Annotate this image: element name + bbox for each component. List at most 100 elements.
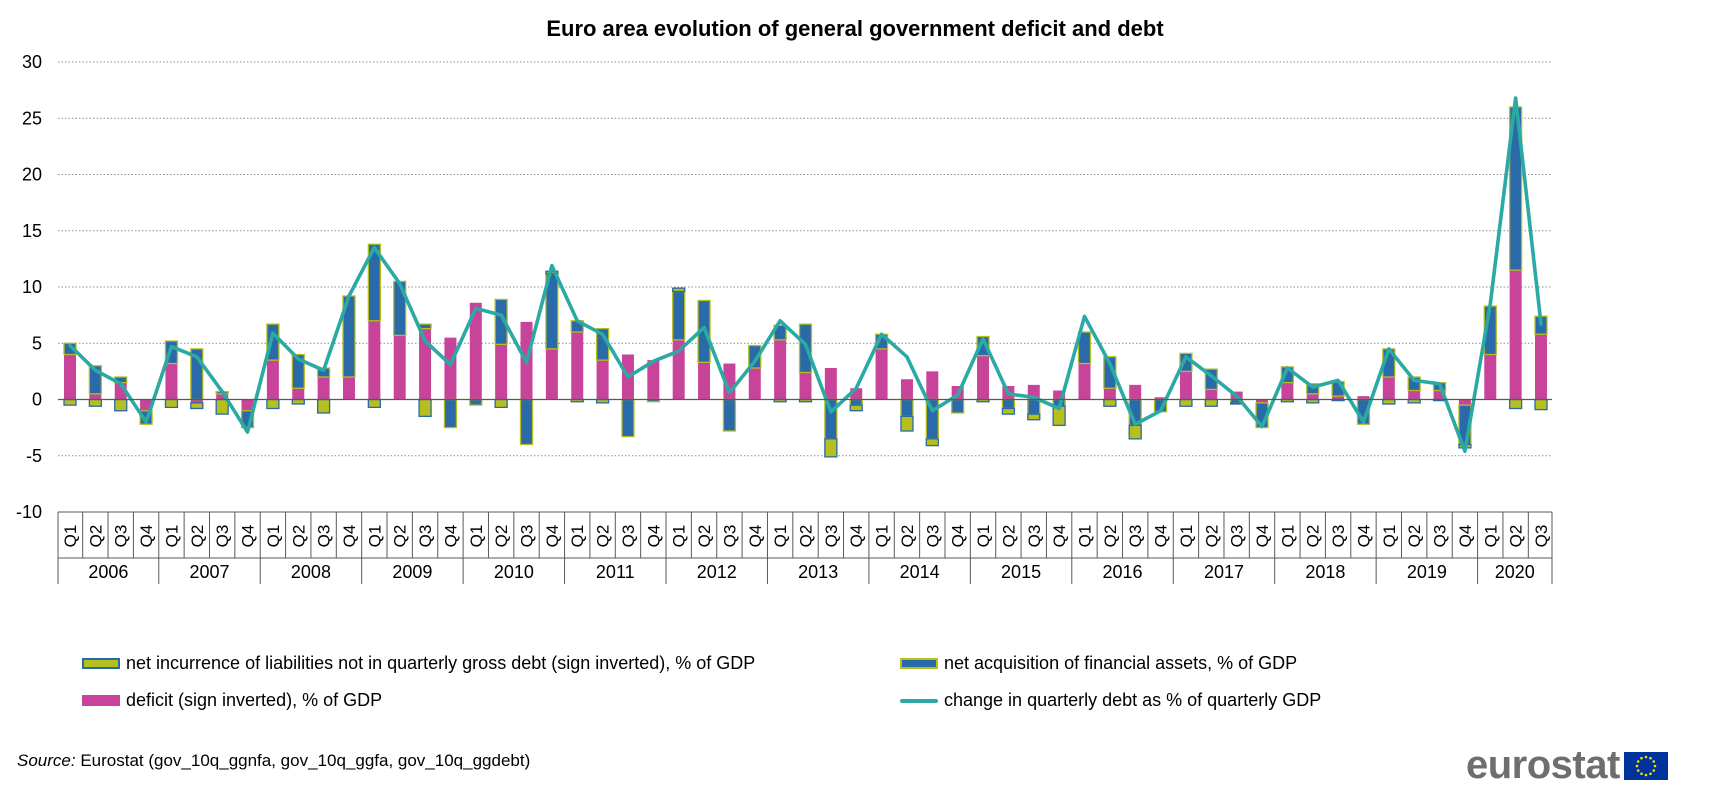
y-tick-label: 10 [22,277,42,297]
bar-deficit [64,354,76,400]
bar-liabilities [190,402,204,410]
bar-assets [951,398,965,414]
bar-deficit [1053,390,1066,400]
quarter-tick-label: Q1 [1278,525,1297,548]
flag-star [1652,768,1655,772]
bar-deficit [647,360,660,400]
bar-deficit [850,388,863,400]
bar-deficit [1129,384,1142,400]
bar-liabilities [900,415,914,432]
quarter-tick-label: Q2 [1507,525,1526,548]
year-label: 2012 [697,562,737,582]
debt-change-line [68,96,1543,454]
legend-label-debt-line: change in quarterly debt as % of quarter… [944,690,1322,710]
bar-assets [1103,356,1117,389]
bar-deficit [1408,390,1421,400]
quarter-tick-label: Q1 [365,525,384,548]
bar-liabilities [1204,398,1218,407]
bar-liabilities [418,398,432,418]
quarter-tick-label: Q2 [797,525,816,548]
quarter-tick-label: Q3 [1431,525,1450,548]
bar-liabilities [291,398,305,405]
year-label: 2013 [798,562,838,582]
bar-deficit [393,335,406,400]
quarter-tick-label: Q1 [264,525,283,548]
bar-deficit [698,362,711,400]
bar-liabilities [367,398,381,409]
quarter-tick-label: Q2 [594,525,613,548]
bar-deficit [824,368,837,400]
quarter-tick-label: Q3 [315,525,334,548]
year-label: 2008 [291,562,331,582]
quarter-tick-label: Q2 [898,525,917,548]
year-label: 2016 [1103,562,1143,582]
quarter-tick-label: Q1 [467,525,486,548]
bar-liabilities [1128,424,1142,440]
bar-assets [291,353,305,389]
bar-deficit [1484,354,1497,400]
quarter-tick-label: Q4 [137,525,156,548]
quarter-tick-label: Q4 [1253,525,1272,548]
legend-swatch-liabilities [82,658,120,669]
eu-flag-icon [1623,751,1668,780]
bar-deficit [368,320,381,400]
quarter-tick-label: Q2 [1202,525,1221,548]
quarter-tick-label: Q4 [239,525,258,548]
bar-assets [621,398,635,438]
quarter-tick-label: Q4 [340,525,359,548]
bar-deficit [1179,371,1192,400]
quarter-tick-label: Q1 [873,525,892,548]
bar-liabilities [215,398,229,415]
bar-liabilities [266,398,280,410]
bar-deficit [1078,363,1091,400]
quarter-tick-label: Q1 [771,525,790,548]
quarter-tick-label: Q3 [619,525,638,548]
debt-line-layer [68,96,1543,454]
flag-star [1653,764,1657,767]
year-label: 2020 [1495,562,1535,582]
quarter-tick-label: Q2 [86,525,105,548]
y-tick-label: -5 [26,446,42,466]
year-label: 2010 [494,562,534,582]
bar-deficit [1306,393,1319,400]
quarter-tick-label: Q3 [1329,525,1348,548]
legend-label-deficit: deficit (sign inverted), % of GDP [126,690,383,710]
flag-star [1649,756,1652,760]
bar-deficit [1256,399,1269,403]
quarter-tick-label: Q1 [974,525,993,548]
flag-star [1652,759,1655,763]
bar-liabilities [925,438,939,447]
quarter-tick-label: Q1 [670,525,689,548]
bar-liabilities [1508,398,1523,410]
bar-deficit [1332,396,1345,400]
eurostat-logo: eurostat [1466,743,1668,788]
quarter-tick-label: Q2 [695,525,714,548]
legend-item-debt-line: change in quarterly debt as % of quarter… [900,690,1321,711]
flag-star [1636,768,1640,772]
bar-deficit [89,393,102,400]
bar-deficit [571,332,584,400]
flag-star [1644,755,1648,758]
legend-label-liabilities: net incurrence of liabilities not in qua… [126,653,756,673]
year-label: 2009 [392,562,432,582]
bar-liabilities [316,398,331,414]
bar-liabilities [1179,398,1193,407]
flag-star [1640,771,1643,775]
bar-deficit [1281,382,1294,400]
bar-deficit [926,371,939,400]
legend-item-liabilities: net incurrence of liabilities not in qua… [82,653,755,674]
bar-liabilities [824,438,838,458]
bar-deficit [672,339,685,400]
bar-liabilities [88,398,103,407]
legend-item-deficit: deficit (sign inverted), % of GDP [82,690,382,711]
bars [63,106,1548,458]
flag-star [1636,759,1640,763]
bar-liabilities [164,398,179,409]
bar-liabilities [849,404,863,412]
bar-liabilities [494,398,508,409]
quarter-tick-label: Q2 [999,525,1018,548]
quarter-tick-label: Q3 [923,525,942,548]
source-text: Eurostat (gov_10q_ggnfa, gov_10q_ggfa, g… [75,751,531,770]
quarter-tick-label: Q4 [644,525,663,548]
